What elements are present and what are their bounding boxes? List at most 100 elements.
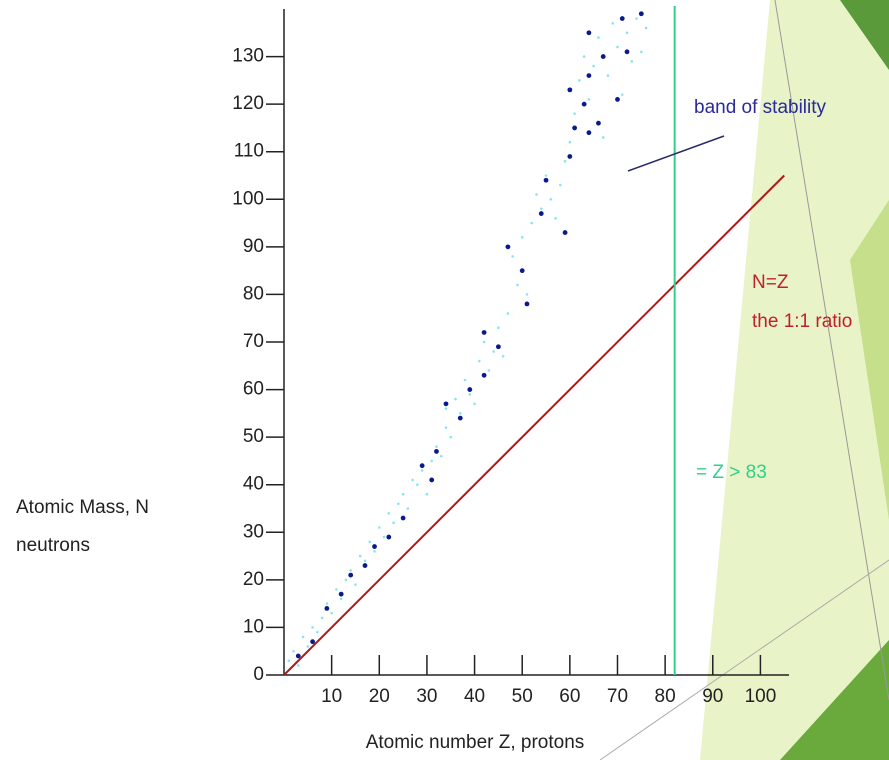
x-tick-label: 100 <box>745 686 777 707</box>
nuclide-point <box>330 611 333 615</box>
nuclide-point <box>439 454 443 458</box>
nuclide-point <box>563 159 567 163</box>
nuclide-point <box>625 31 629 35</box>
stable-nuclide <box>586 30 592 36</box>
nuclide-point <box>287 659 291 663</box>
y-axis-label: neutrons <box>16 535 90 556</box>
y-tick-label: 30 <box>243 521 264 542</box>
stable-nuclide <box>324 606 330 611</box>
stable-nuclide <box>586 73 592 78</box>
nuclide-point <box>520 236 524 239</box>
nuclide-point <box>311 626 314 629</box>
nuclide-point <box>535 193 538 196</box>
stable-nuclide <box>362 563 368 568</box>
nuclide-point <box>620 93 624 96</box>
nuclide-point <box>511 255 514 258</box>
y-tick-label: 60 <box>243 379 264 400</box>
stable-nuclide <box>615 96 620 102</box>
stable-nuclide <box>600 54 606 59</box>
nuclide-point <box>630 60 634 63</box>
nuclide-point <box>316 630 319 634</box>
nuclide-point <box>292 649 295 653</box>
nuclide-point <box>368 540 372 544</box>
nuclide-point <box>416 483 419 487</box>
nuclide-point <box>497 326 500 330</box>
stable-nuclide <box>619 16 625 21</box>
stable-nuclide <box>386 534 392 540</box>
y-tick-label: 0 <box>253 664 264 685</box>
nuclide-point <box>597 36 600 39</box>
nuclide-point <box>611 21 615 25</box>
nuclide-point <box>473 402 476 406</box>
annotation: N=Z <box>752 272 789 293</box>
y-tick-label: 120 <box>232 93 264 114</box>
nuclide-point <box>401 492 405 496</box>
y-tick-label: 130 <box>232 46 264 67</box>
nuclide-point <box>349 569 352 572</box>
nuclide-point <box>449 435 453 439</box>
stable-nuclide <box>434 449 439 454</box>
stable-nuclide <box>429 477 435 483</box>
nuclide-point <box>382 535 386 539</box>
pointer <box>627 135 725 172</box>
nuclide-point <box>335 588 338 591</box>
stable-nuclide <box>638 11 644 17</box>
x-tick-label: 50 <box>512 686 533 707</box>
stable-nuclide <box>567 87 573 93</box>
x-tick-label: 80 <box>655 686 676 707</box>
nuclide-point <box>339 597 343 601</box>
x-tick-label: 20 <box>369 686 390 707</box>
nuclide-point <box>559 183 562 187</box>
stable-nuclide <box>467 387 473 392</box>
annotation: the 1:1 ratio <box>752 311 852 332</box>
annotation: = Z > 83 <box>696 462 767 483</box>
stable-nuclide <box>572 125 578 131</box>
stable-nuclide <box>538 211 544 216</box>
nuclide-point <box>582 55 586 58</box>
nuclide-point <box>306 645 310 648</box>
stable-nuclide <box>295 653 301 659</box>
y-tick-label: 100 <box>232 188 264 209</box>
x-axis-label: Atomic number Z, protons <box>366 732 585 753</box>
stable-nuclide <box>586 130 592 136</box>
nuclide-point <box>397 502 400 506</box>
nuclide-point <box>454 397 457 401</box>
stable-nuclide <box>596 120 601 126</box>
nuclide-point <box>487 369 491 372</box>
stable-nuclide <box>581 101 587 107</box>
nuclide-point <box>363 559 367 563</box>
stable-nuclide <box>419 463 425 469</box>
x-tick-label: 90 <box>702 686 723 707</box>
y-tick-label: 50 <box>243 426 264 447</box>
stable-nuclide <box>348 572 354 578</box>
nuclide-point <box>516 283 519 287</box>
stable-nuclide <box>624 49 630 55</box>
nuclide-point <box>506 312 510 315</box>
nuclide-point <box>478 359 481 363</box>
nuclide-point <box>296 664 300 667</box>
stable-nuclide <box>567 154 573 159</box>
nuclide-point <box>640 50 643 54</box>
stable-nuclide <box>505 244 511 250</box>
stable-nuclide <box>481 372 487 378</box>
decoration <box>850 200 889 520</box>
nuclide-point <box>573 112 576 115</box>
stable-nuclide <box>338 591 344 597</box>
x-tick-label: 40 <box>464 686 485 707</box>
decoration <box>840 0 889 70</box>
y-tick-label: 20 <box>243 569 264 590</box>
nuclide-point <box>539 207 543 211</box>
nuclide-point <box>616 45 619 49</box>
nuclide-point <box>387 511 391 515</box>
nuclide-point <box>568 140 572 144</box>
stable-nuclide <box>495 344 501 350</box>
x-tick-label: 70 <box>607 686 628 707</box>
decoration <box>599 559 889 760</box>
nuclide-point <box>587 98 591 101</box>
nuclide-point <box>325 602 329 605</box>
stable-nuclide <box>562 230 568 235</box>
stable-nuclide <box>372 544 377 549</box>
nuclide-point <box>468 393 472 396</box>
nuclide-point <box>444 426 448 429</box>
